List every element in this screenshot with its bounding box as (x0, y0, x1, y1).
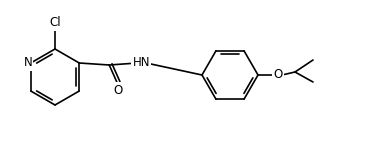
Text: N: N (23, 57, 32, 69)
Text: O: O (113, 84, 123, 96)
Text: HN: HN (132, 56, 150, 69)
Text: Cl: Cl (49, 16, 61, 30)
Text: O: O (273, 69, 283, 81)
